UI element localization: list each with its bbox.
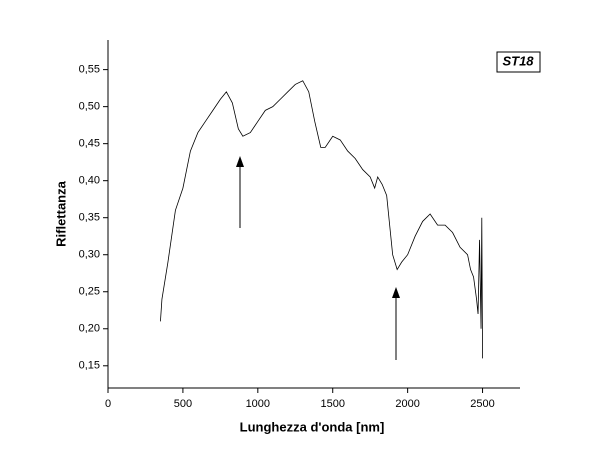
y-tick-label: 0,50 [79, 101, 100, 113]
x-tick-label: 500 [174, 398, 192, 410]
y-axis-label: Riflettanza [53, 180, 68, 247]
x-tick-label: 1500 [320, 398, 344, 410]
y-tick-label: 0,45 [79, 138, 100, 150]
y-tick-label: 0,30 [79, 249, 100, 261]
y-tick-label: 0,25 [79, 286, 100, 298]
y-tick-label: 0,15 [79, 360, 100, 372]
x-tick-label: 1000 [246, 398, 270, 410]
y-tick-label: 0,35 [79, 212, 100, 224]
spectrum-line [160, 80, 483, 359]
y-tick-label: 0,40 [79, 175, 100, 187]
x-axis-label: Lunghezza d'onda [nm] [240, 419, 385, 434]
annotation: ST18 [502, 53, 534, 68]
annotation-box [496, 51, 541, 73]
x-tick-label: 2000 [395, 398, 419, 410]
y-tick-label: 0,20 [79, 323, 100, 335]
x-tick-label: 0 [105, 398, 111, 410]
x-tick-label: 2500 [470, 398, 494, 410]
arrows [236, 156, 400, 360]
y-tick-label: 0,55 [79, 64, 100, 76]
